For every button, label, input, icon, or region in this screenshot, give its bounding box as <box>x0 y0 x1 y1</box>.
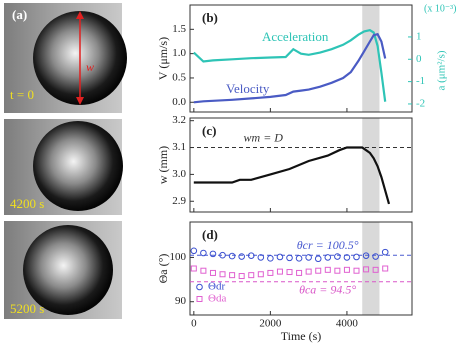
x-axis-label: Time (s) <box>281 329 322 343</box>
point <box>362 252 370 259</box>
point <box>334 253 341 260</box>
point <box>334 267 341 274</box>
frame-label: 5200 s <box>10 301 44 316</box>
x-tick-label: 4000 <box>336 318 359 330</box>
point <box>228 252 236 260</box>
series-label: Acceleration <box>262 29 329 44</box>
point <box>190 265 197 272</box>
frame-label: 4200 s <box>10 196 44 211</box>
y2-axis-label: a (μm²/s) <box>436 50 448 90</box>
highlight-band <box>362 118 380 212</box>
point <box>238 253 245 260</box>
legend-label: Θdr <box>208 281 225 293</box>
y-axis-label: V (μm/s) <box>156 37 170 80</box>
highlight-band <box>362 222 380 315</box>
point <box>343 266 350 273</box>
y2-tick-label: 0 <box>416 53 422 65</box>
point <box>248 272 255 279</box>
point <box>200 267 207 274</box>
photo-b: 4200 s <box>4 119 123 215</box>
point <box>238 273 245 280</box>
point <box>219 251 226 259</box>
point <box>315 267 322 274</box>
point <box>229 272 236 279</box>
point <box>305 254 312 261</box>
point <box>343 254 351 261</box>
y-tick-label: 0.0 <box>172 96 186 108</box>
y-tick-label: 3.0 <box>172 168 186 180</box>
series-line <box>193 146 391 205</box>
photo-a: (a) w t = 0 <box>4 3 127 113</box>
point <box>209 269 216 276</box>
point <box>324 254 332 261</box>
y-tick-label: 1.0 <box>172 47 186 59</box>
point <box>200 249 207 257</box>
point <box>286 269 293 276</box>
y-tick-label: 90 <box>175 295 187 307</box>
panel-label: (a) <box>12 7 27 22</box>
panel-label: (b) <box>202 10 218 25</box>
point <box>247 252 255 259</box>
y-tick-label: 100 <box>170 251 187 263</box>
frame-label: t = 0 <box>10 87 34 102</box>
y2-tick-label: -1 <box>416 75 425 87</box>
plot-frame <box>189 4 413 113</box>
series-line <box>193 32 387 104</box>
point <box>286 254 293 262</box>
x-tick-label: 0 <box>191 318 197 330</box>
panel-label: (c) <box>202 123 216 138</box>
legend-label: Θda <box>208 293 226 305</box>
point <box>305 268 312 275</box>
point <box>257 271 264 278</box>
width-label: w <box>86 60 94 74</box>
point <box>257 254 265 261</box>
plot-frame <box>189 117 413 213</box>
point <box>276 268 283 275</box>
legend-marker <box>196 296 203 302</box>
point <box>363 266 370 273</box>
plot-frame <box>189 221 413 316</box>
point <box>353 267 360 274</box>
point <box>381 248 389 256</box>
y-tick-label: 2.9 <box>172 195 186 207</box>
x-tick-label: 2000 <box>259 318 282 330</box>
point <box>267 255 274 262</box>
panel-label: (d) <box>202 227 218 242</box>
point <box>324 266 331 273</box>
reference-label: wm = D <box>244 130 284 144</box>
y2-tick-label: 1 <box>416 30 422 42</box>
point <box>209 250 217 258</box>
y-tick-label: 0.5 <box>172 71 186 83</box>
y2-multiplier: (x 10⁻³) <box>424 3 456 14</box>
point <box>372 253 379 260</box>
series-label: Velocity <box>226 81 270 96</box>
point <box>353 253 360 261</box>
point <box>267 269 274 276</box>
point <box>295 255 303 262</box>
point <box>276 253 284 261</box>
point <box>382 265 389 272</box>
y-axis-label: Θa (°) <box>156 254 170 284</box>
y-tick-label: 3.2 <box>172 114 186 126</box>
point <box>190 247 198 255</box>
y-axis-label: w (mm) <box>156 146 170 184</box>
y-tick-label: 3.1 <box>172 141 186 153</box>
highlight-band <box>362 5 380 112</box>
y2-tick-label: -2 <box>416 97 425 109</box>
photo-c: 5200 s <box>4 221 122 319</box>
point <box>296 269 303 276</box>
legend-marker <box>196 283 203 291</box>
reference-label: θca = 94.5° <box>299 283 356 297</box>
reference-label: θcr = 100.5° <box>297 238 359 252</box>
series-line <box>193 29 387 102</box>
y-tick-label: 1.5 <box>172 23 186 35</box>
point <box>372 266 379 273</box>
point <box>314 255 322 263</box>
point <box>219 271 226 278</box>
